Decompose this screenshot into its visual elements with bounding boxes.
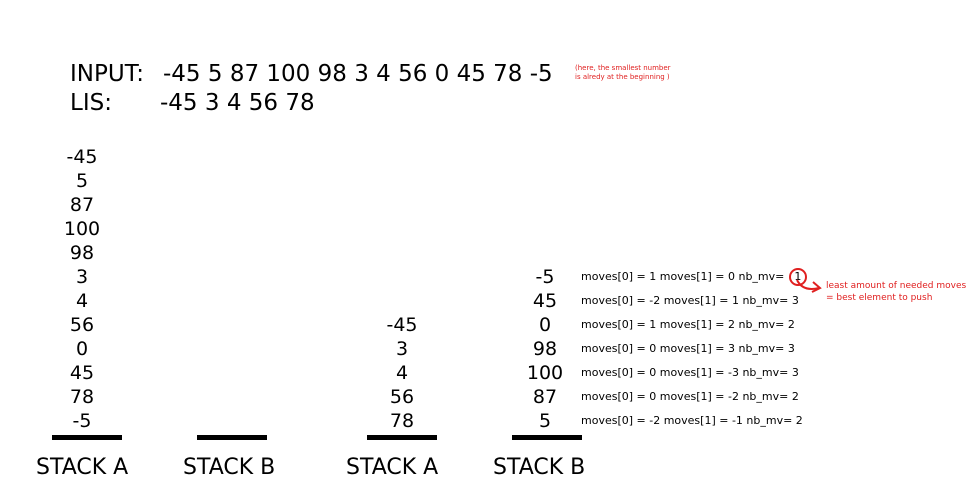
stack-element: 0 <box>75 338 89 360</box>
stack-element: -45 <box>66 146 98 168</box>
input-note-line2: is alredy at the beginning ) <box>575 73 670 81</box>
stack-element: 5 <box>75 170 89 192</box>
stage2-stack-b: -5 45 0 98 100 87 5 <box>500 265 590 433</box>
stage1-stack-a-base <box>52 435 122 440</box>
stack-element: 87 <box>532 386 558 408</box>
best-value-circled: 1 <box>788 268 807 286</box>
stage1-stack-b-base <box>197 435 267 440</box>
red-arrow-icon <box>796 279 822 293</box>
stack-element: 3 <box>75 266 89 288</box>
stack-element: -45 <box>386 314 418 336</box>
stack-element: 0 <box>538 314 552 336</box>
stack-element: 4 <box>75 290 89 312</box>
stack-element: 56 <box>69 314 95 336</box>
stage2-stack-b-base <box>512 435 582 440</box>
stack-element: -5 <box>535 266 555 288</box>
moves-list: moves[0] = 1 moves[1] = 0 nb_mv= 1 moves… <box>581 265 807 433</box>
moves-row: moves[0] = 1 moves[1] = 0 nb_mv= 1 <box>581 265 807 289</box>
stack-element: 5 <box>538 410 552 432</box>
moves-row: moves[0] = -2 moves[1] = -1 nb_mv= 2 <box>581 414 803 427</box>
stage2-stack-a-base <box>367 435 437 440</box>
lis-label: LIS: <box>70 90 112 116</box>
stage1-stack-a: -45 5 87 100 98 3 4 56 0 45 78 -5 <box>37 145 127 433</box>
stack-element: 56 <box>389 386 415 408</box>
stack-element: 100 <box>63 218 101 240</box>
stack-element: 98 <box>69 242 95 264</box>
stack-element: 3 <box>395 338 409 360</box>
stage1-stack-b-label: STACK B <box>183 455 276 480</box>
stack-element: 4 <box>395 362 409 384</box>
input-note: (here, the smallest number is alredy at … <box>575 64 671 82</box>
stage2-stack-a: -45 3 4 56 78 <box>357 313 447 433</box>
stage2-stack-b-label: STACK B <box>493 455 586 480</box>
moves-row: moves[0] = -2 moves[1] = 1 nb_mv= 3 <box>581 294 799 307</box>
stack-element: 78 <box>69 386 95 408</box>
stack-element: -5 <box>72 410 92 432</box>
best-note: least amount of needed moves = best elem… <box>826 280 966 304</box>
stack-element: 100 <box>526 362 564 384</box>
input-label: INPUT: <box>70 61 144 87</box>
stage2-stack-a-label: STACK A <box>346 455 439 480</box>
best-note-line1: least amount of needed moves <box>826 281 967 291</box>
stage1-stack-a-label: STACK A <box>36 455 129 480</box>
stack-element: 98 <box>532 338 558 360</box>
moves-row: moves[0] = 0 moves[1] = 3 nb_mv= 3 <box>581 342 795 355</box>
stack-element: 78 <box>389 410 415 432</box>
input-values: -45 5 87 100 98 3 4 56 0 45 78 -5 <box>163 61 553 87</box>
stack-element: 87 <box>69 194 95 216</box>
moves-row: moves[0] = 0 moves[1] = -3 nb_mv= 3 <box>581 366 799 379</box>
lis-values: -45 3 4 56 78 <box>160 90 315 116</box>
moves-row: moves[0] = 1 moves[1] = 2 nb_mv= 2 <box>581 318 795 331</box>
stack-element: 45 <box>532 290 558 312</box>
stack-element: 45 <box>69 362 95 384</box>
moves-row: moves[0] = 0 moves[1] = -2 nb_mv= 2 <box>581 390 799 403</box>
input-note-line1: (here, the smallest number <box>575 64 671 72</box>
moves-text: moves[0] = 1 moves[1] = 0 nb_mv= <box>581 270 788 283</box>
best-note-line2: = best element to push <box>826 293 933 303</box>
